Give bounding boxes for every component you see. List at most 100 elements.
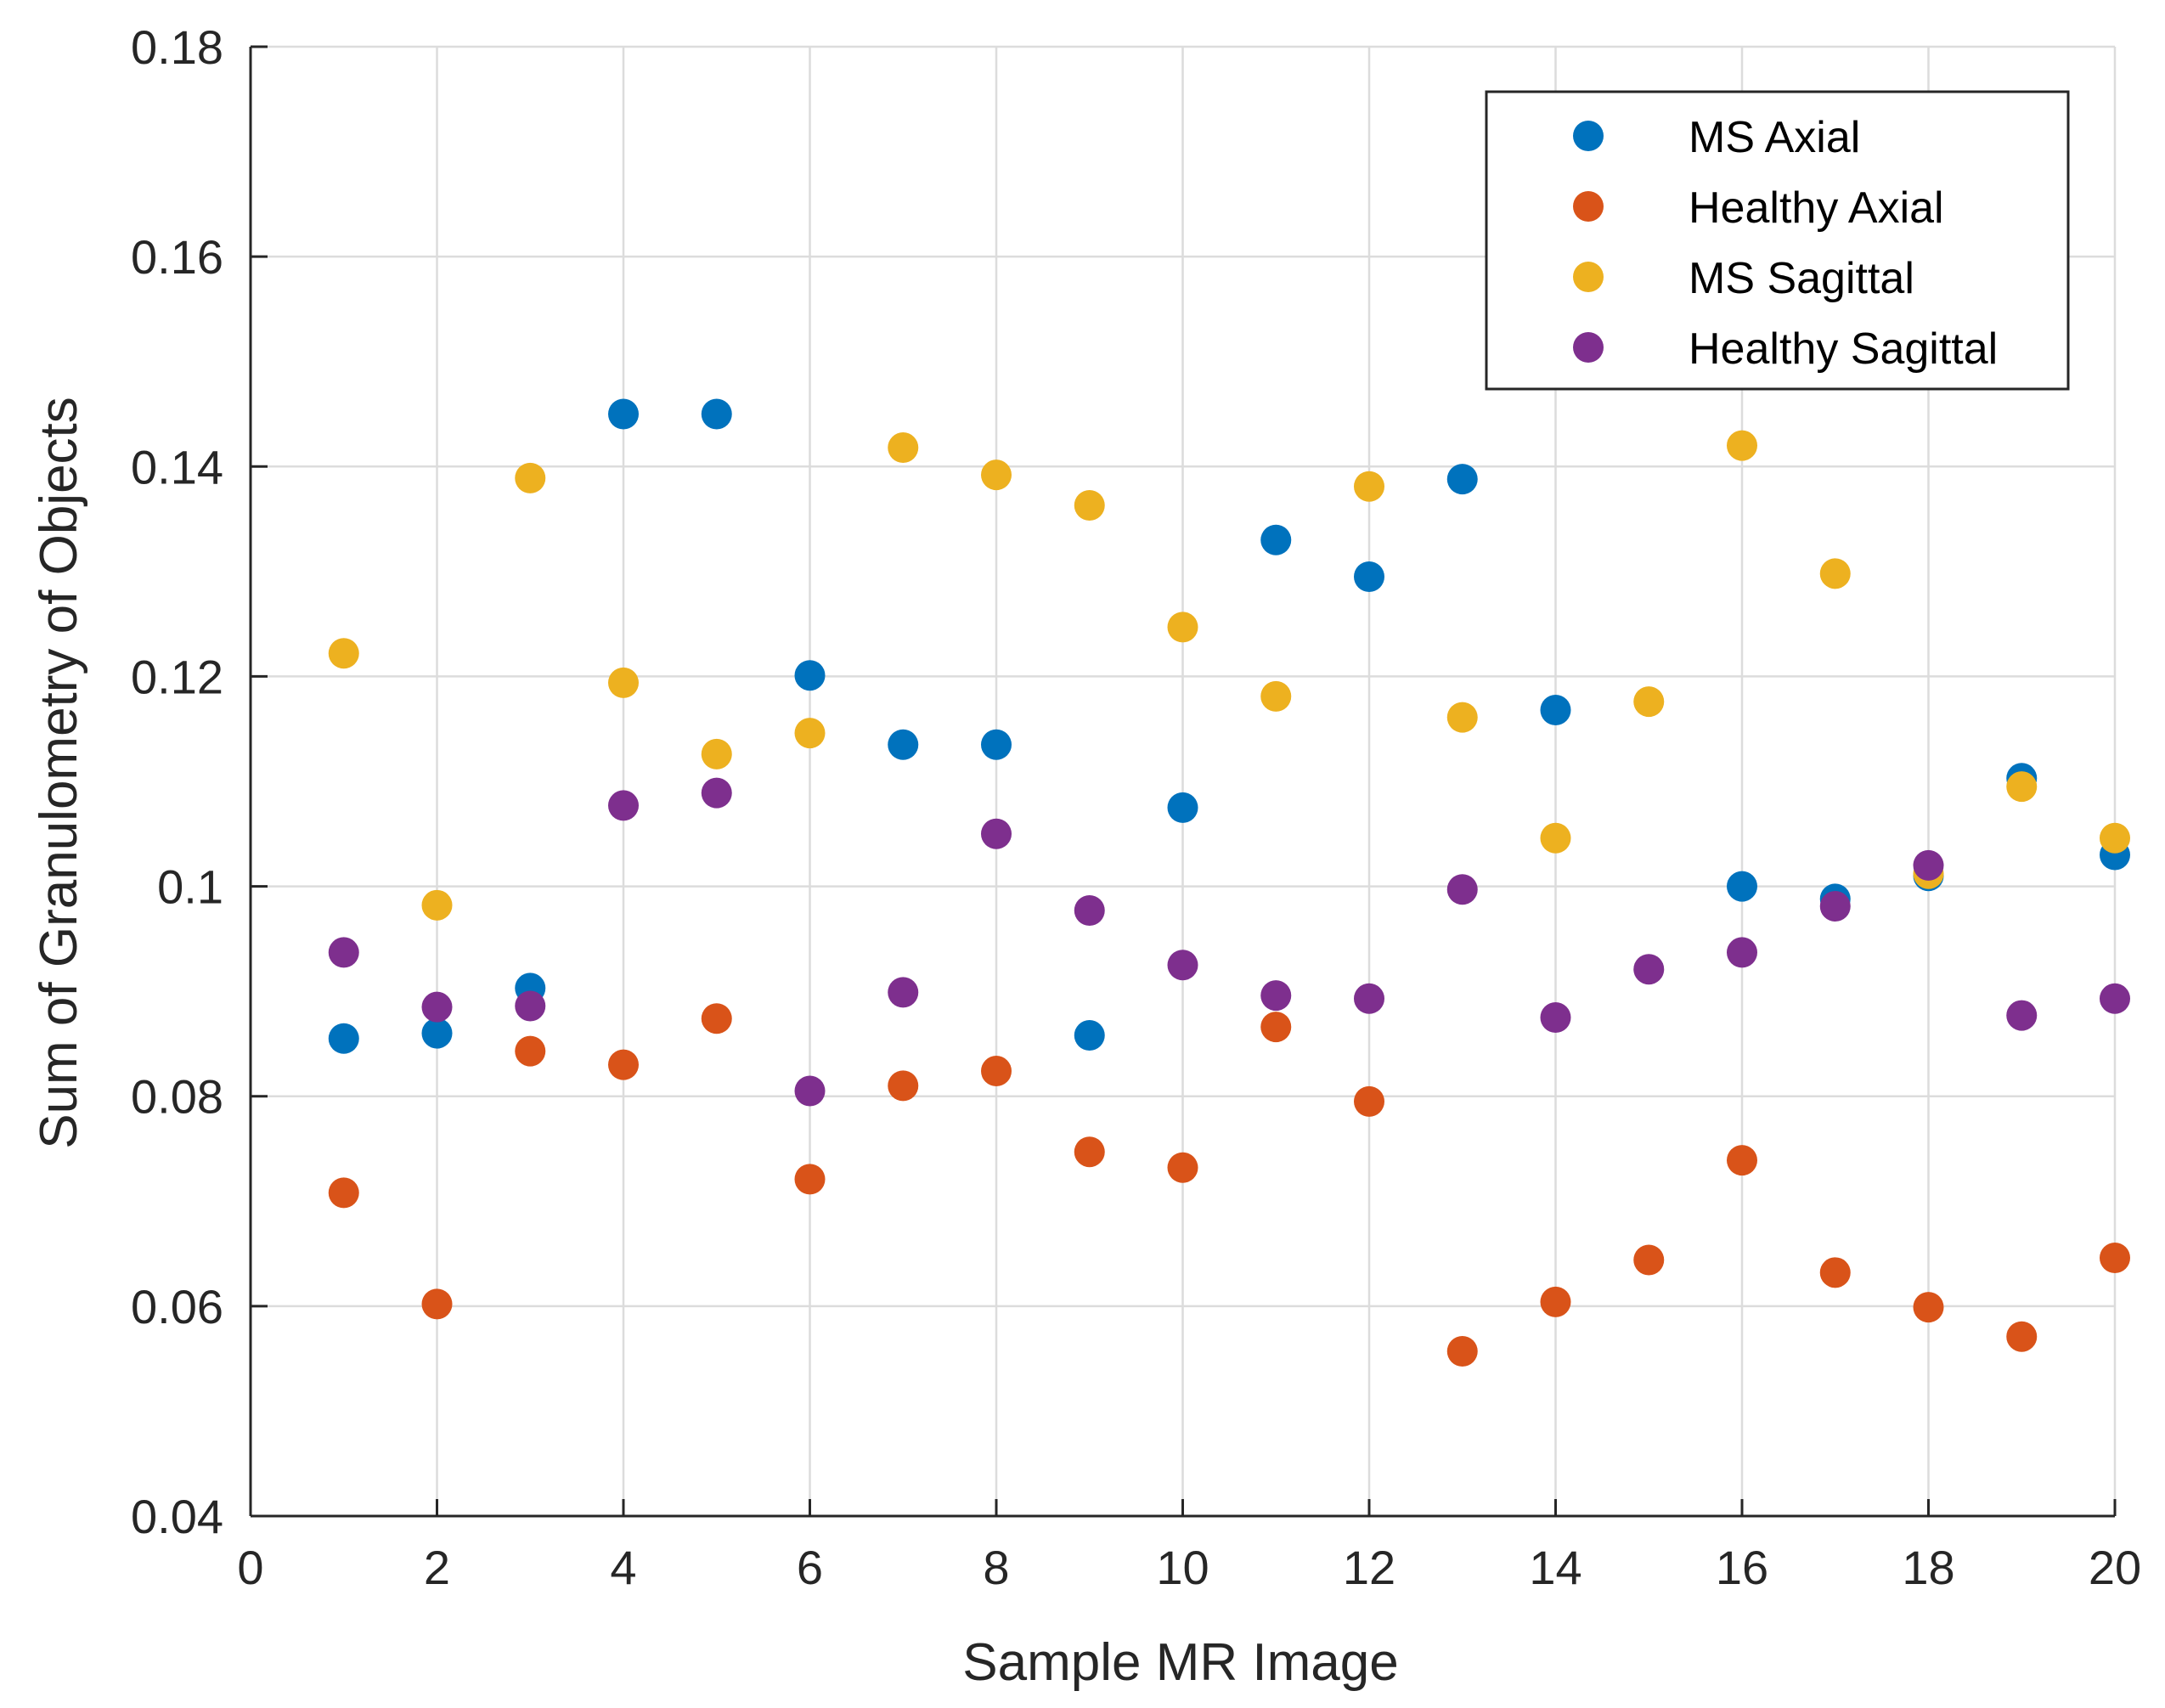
ms-sagittal-point <box>1727 430 1757 461</box>
healthy-sagittal-point <box>1633 954 1665 985</box>
axes <box>249 45 2117 1518</box>
healthy-sagittal-point <box>1260 980 1292 1012</box>
ms-sagittal-point <box>328 638 359 669</box>
legend-label: Healthy Sagittal <box>1689 324 1998 374</box>
healthy-axial-point <box>608 1049 639 1080</box>
y-tick-label: 0.04 <box>131 1490 223 1543</box>
ms-axial-point <box>421 1017 453 1049</box>
healthy-sagittal-point <box>421 991 453 1023</box>
ms-sagittal-point <box>2006 771 2038 803</box>
healthy-sagittal-point <box>888 977 919 1008</box>
ms-axial-point <box>1354 561 1384 593</box>
x-tick-label: 2 <box>424 1541 450 1594</box>
x-tick-label: 0 <box>237 1541 263 1594</box>
healthy-axial-point <box>328 1177 359 1209</box>
healthy-axial-point <box>1819 1257 1851 1288</box>
ms-sagittal-point <box>1167 612 1198 643</box>
ms-axial-point <box>1074 1020 1105 1051</box>
healthy-axial-point <box>888 1070 919 1102</box>
tick-labels: 0 2 4 6 8 10 12 14 16 18 20 0.04 0.06 0.08 0.1 0.12 0.14… <box>131 20 2141 1594</box>
healthy-axial-point <box>1540 1286 1571 1317</box>
y-tick-label: 0.08 <box>131 1070 223 1124</box>
ms-sagittal-point <box>794 718 826 749</box>
healthy-axial-legend-marker <box>1573 191 1604 222</box>
legend-label: Healthy Axial <box>1689 183 1944 233</box>
ms-sagittal-point <box>1819 558 1851 589</box>
ms-axial-point <box>701 398 732 430</box>
ms-sagittal-point <box>1540 822 1571 854</box>
ms-axial-point <box>1727 871 1757 902</box>
ms-axial-legend-marker <box>1573 121 1604 151</box>
ms-sagittal-point <box>888 432 919 464</box>
x-tick-label: 8 <box>983 1541 1009 1594</box>
x-tick-label: 14 <box>1529 1541 1581 1594</box>
healthy-axial-point <box>421 1288 453 1320</box>
legend: MS Axial Healthy Axial MS Sagittal Healthy … <box>1485 90 2070 391</box>
ms-axial-point <box>1260 524 1292 555</box>
healthy-sagittal-point <box>1540 1002 1571 1034</box>
ms-axial-point <box>794 660 826 691</box>
healthy-sagittal-point <box>981 818 1012 849</box>
ms-sagittal-point <box>608 667 639 698</box>
x-axis-title: Sample MR Image <box>962 1633 1398 1692</box>
healthy-sagittal-point <box>2006 1000 2038 1031</box>
healthy-sagittal-point <box>1727 937 1757 968</box>
healthy-sagittal-legend-marker <box>1573 332 1604 363</box>
y-tick-label: 0.18 <box>131 20 223 74</box>
healthy-sagittal-point <box>1913 849 1944 881</box>
ms-sagittal-point <box>1354 471 1384 502</box>
ms-sagittal-point <box>981 459 1012 491</box>
x-tick-label: 12 <box>1343 1541 1395 1594</box>
healthy-sagittal-point <box>515 990 546 1022</box>
y-tick-label: 0.12 <box>131 650 223 703</box>
healthy-sagittal-point <box>1354 983 1384 1014</box>
ms-sagittal-point <box>1260 680 1292 712</box>
legend-label: MS Axial <box>1689 113 1860 162</box>
healthy-sagittal-point <box>1074 894 1105 926</box>
y-axis-title: Sum of Granulometry of Objects <box>30 397 88 1149</box>
healthy-sagittal-point <box>328 937 359 968</box>
legend-label: MS Sagittal <box>1689 254 1914 303</box>
healthy-axial-point <box>2006 1321 2038 1352</box>
x-tick-label: 18 <box>1902 1541 1954 1594</box>
healthy-sagittal-point <box>608 790 639 821</box>
healthy-sagittal-point <box>1446 874 1478 905</box>
healthy-axial-point <box>1913 1292 1944 1323</box>
y-tick-label: 0.1 <box>157 860 223 914</box>
healthy-axial-point <box>2100 1243 2130 1274</box>
healthy-axial-point <box>981 1056 1012 1087</box>
ms-axial-point <box>608 398 639 430</box>
healthy-sagittal-point <box>2100 983 2130 1014</box>
y-tick-label: 0.06 <box>131 1280 223 1333</box>
ms-sagittal-point <box>1074 490 1105 521</box>
healthy-axial-point <box>794 1164 826 1195</box>
ms-axial-point <box>888 729 919 760</box>
healthy-sagittal-point <box>1167 950 1198 981</box>
ms-sagittal-point <box>701 738 732 769</box>
healthy-axial-point <box>1074 1136 1105 1168</box>
ms-axial-point <box>981 729 1012 760</box>
healthy-axial-point <box>1260 1012 1292 1043</box>
healthy-axial-point <box>1727 1145 1757 1176</box>
ms-sagittal-point <box>515 462 546 493</box>
ms-sagittal-point <box>421 889 453 921</box>
x-tick-label: 20 <box>2089 1541 2141 1594</box>
data-points <box>328 398 2130 1367</box>
ms-sagittal-point <box>2100 822 2130 854</box>
healthy-sagittal-point <box>701 777 732 809</box>
healthy-axial-point <box>1167 1152 1198 1183</box>
x-tick-label: 6 <box>797 1541 823 1594</box>
ms-sagittal-point <box>1446 702 1478 733</box>
healthy-sagittal-point <box>794 1075 826 1107</box>
ms-sagittal-point <box>1633 686 1665 718</box>
healthy-axial-point <box>1633 1244 1665 1276</box>
ms-axial-point <box>1446 464 1478 495</box>
x-tick-label: 10 <box>1156 1541 1209 1594</box>
healthy-axial-point <box>1354 1085 1384 1117</box>
healthy-axial-point <box>701 1003 732 1034</box>
healthy-sagittal-point <box>1819 891 1851 922</box>
y-tick-label: 0.14 <box>131 440 223 493</box>
ms-axial-point <box>328 1023 359 1054</box>
x-tick-label: 16 <box>1716 1541 1768 1594</box>
